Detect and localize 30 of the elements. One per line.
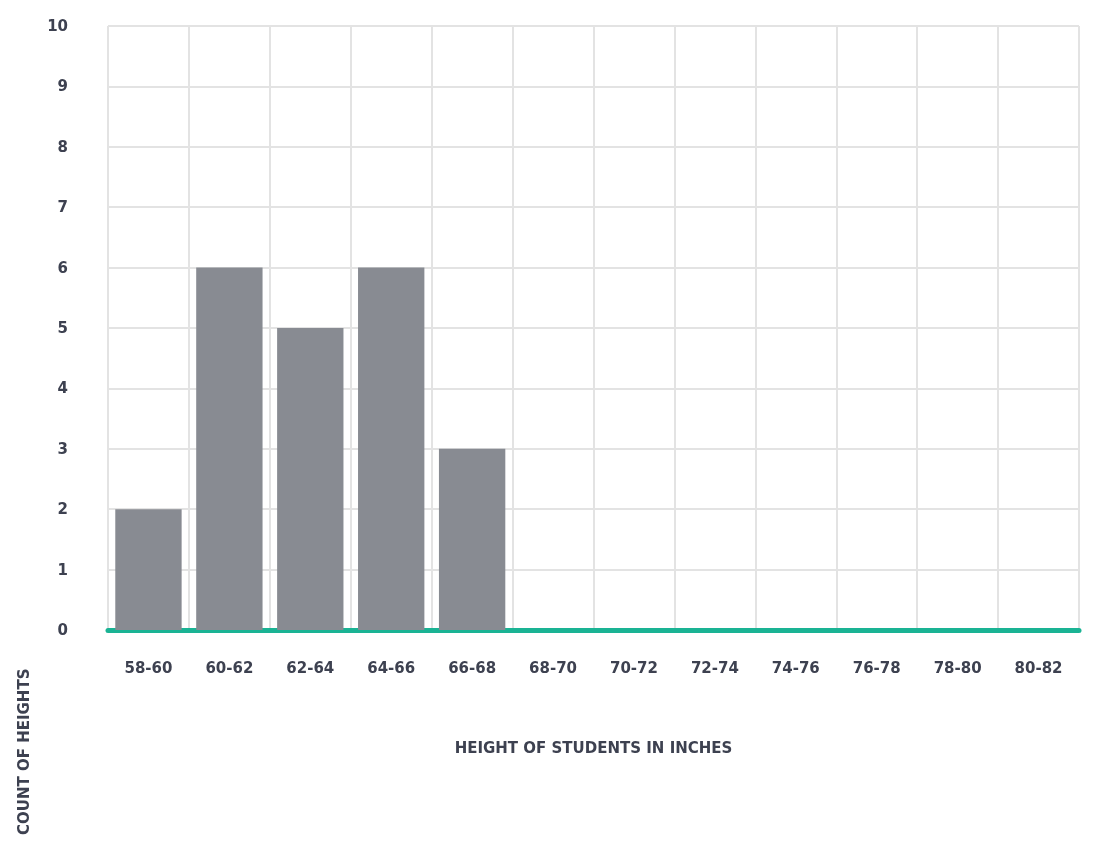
x-tick-label: 74-76 [771, 658, 820, 677]
y-axis-title: COUNT OF HEIGHTS [14, 668, 33, 835]
bar [358, 267, 425, 630]
y-tick-label: 8 [57, 137, 68, 156]
x-tick-label: 72-74 [690, 658, 739, 677]
x-tick-label: 80-82 [1014, 658, 1063, 677]
y-tick-label: 6 [57, 258, 68, 277]
x-tick-label: 66-68 [448, 658, 497, 677]
x-tick-label: 76-78 [852, 658, 901, 677]
bar [277, 328, 344, 630]
y-tick-label: 3 [57, 439, 68, 458]
bar [438, 448, 506, 630]
y-tick-label: 4 [57, 379, 68, 398]
x-tick-label: 78-80 [933, 658, 982, 677]
y-tick-label: 5 [57, 319, 68, 337]
y-tick-label: 9 [57, 77, 68, 96]
x-tick-label: 70-72 [609, 658, 658, 677]
y-tick-label: 2 [57, 500, 68, 519]
y-tick-label: 0 [57, 621, 68, 639]
y-tick-label: 1 [57, 560, 68, 579]
x-axis-title: HEIGHT OF STUDENTS IN INCHES [454, 738, 733, 757]
x-tick-label: 58-60 [124, 658, 173, 677]
x-tick-label: 68-70 [529, 658, 578, 677]
x-tick-label: 62-64 [286, 658, 335, 677]
x-tick-label: 60-62 [205, 658, 254, 677]
bar [196, 267, 263, 630]
bar [115, 509, 182, 630]
x-tick-label: 64-66 [367, 658, 416, 677]
y-tick-label: 7 [57, 198, 68, 217]
y-tick-label: 10 [47, 17, 68, 35]
